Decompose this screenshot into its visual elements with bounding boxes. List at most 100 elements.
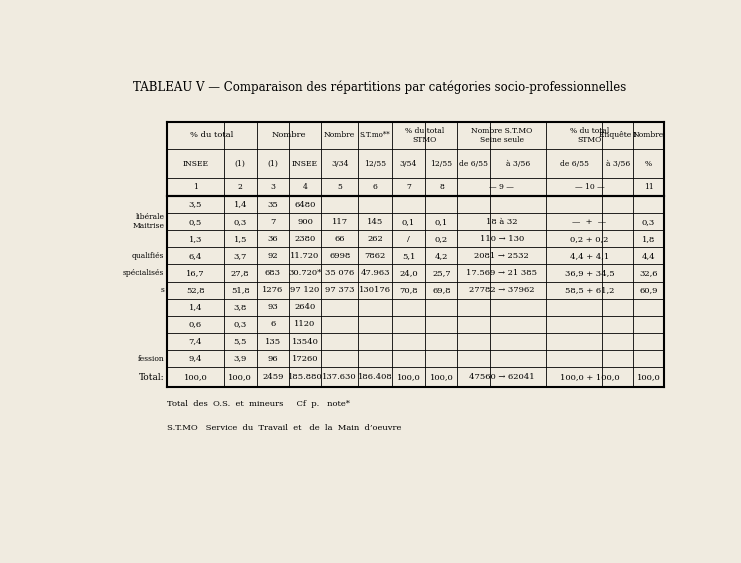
Text: 1,4: 1,4	[189, 303, 202, 311]
Text: 93: 93	[268, 303, 279, 311]
Text: 110 → 130: 110 → 130	[479, 235, 524, 243]
Text: 13540: 13540	[291, 338, 319, 346]
Text: 7,4: 7,4	[189, 338, 202, 346]
Text: 60,9: 60,9	[639, 286, 658, 294]
Text: à 3/56: à 3/56	[605, 160, 630, 168]
Text: Nombre: Nombre	[272, 132, 306, 140]
Text: 185.880: 185.880	[288, 373, 322, 381]
Text: fession: fession	[138, 355, 165, 363]
Text: 58,5 + 61,2: 58,5 + 61,2	[565, 286, 614, 294]
Text: Enquête I: Enquête I	[599, 132, 637, 140]
Text: Nombre: Nombre	[324, 132, 356, 140]
Text: 6: 6	[270, 320, 276, 328]
Text: à 3/56: à 3/56	[505, 160, 530, 168]
Text: 17.569 → 21 385: 17.569 → 21 385	[466, 269, 537, 277]
Text: Nombre S.T.MO
Seine seule: Nombre S.T.MO Seine seule	[471, 127, 532, 144]
Text: 3/54: 3/54	[400, 160, 417, 168]
Text: 0,3: 0,3	[233, 320, 247, 328]
Text: 17260: 17260	[292, 355, 318, 363]
Text: 0,3: 0,3	[233, 218, 247, 226]
Text: 27782 → 37962: 27782 → 37962	[469, 286, 534, 294]
Text: 92: 92	[268, 252, 278, 260]
Text: 32,6: 32,6	[639, 269, 658, 277]
Text: 1,5: 1,5	[233, 235, 247, 243]
Text: 9,4: 9,4	[189, 355, 202, 363]
Text: 900: 900	[297, 218, 313, 226]
Text: INSEE: INSEE	[292, 160, 318, 168]
Text: % du total: % du total	[190, 132, 233, 140]
Text: 3/34: 3/34	[331, 160, 348, 168]
Text: 1,3: 1,3	[189, 235, 202, 243]
Text: 96: 96	[268, 355, 278, 363]
Text: 3: 3	[270, 183, 276, 191]
Text: — 10 —: — 10 —	[575, 183, 605, 191]
Text: 100,0: 100,0	[396, 373, 420, 381]
Text: INSEE: INSEE	[182, 160, 208, 168]
Text: 35 076: 35 076	[325, 269, 354, 277]
Text: 52,8: 52,8	[186, 286, 205, 294]
Text: 100,0: 100,0	[184, 373, 207, 381]
Text: 0,3: 0,3	[642, 218, 655, 226]
Text: 70,8: 70,8	[399, 286, 418, 294]
Text: 262: 262	[367, 235, 383, 243]
Text: 1,4: 1,4	[233, 200, 247, 208]
Text: 3,9: 3,9	[233, 355, 247, 363]
Text: 100,0: 100,0	[430, 373, 453, 381]
Text: 130176: 130176	[359, 286, 391, 294]
Text: 3,8: 3,8	[233, 303, 247, 311]
Text: 145: 145	[367, 218, 383, 226]
Text: 24,0: 24,0	[399, 269, 418, 277]
Text: 5,1: 5,1	[402, 252, 415, 260]
Text: 1120: 1120	[294, 320, 316, 328]
Text: 0,5: 0,5	[189, 218, 202, 226]
Text: 5: 5	[337, 183, 342, 191]
Text: qualifiés: qualifiés	[132, 252, 165, 260]
Text: 100,0: 100,0	[228, 373, 252, 381]
Text: 6480: 6480	[294, 200, 316, 208]
Text: 135: 135	[265, 338, 281, 346]
Text: 2081 → 2532: 2081 → 2532	[474, 252, 529, 260]
Text: 7: 7	[270, 218, 276, 226]
Text: 0,2 + 0,2: 0,2 + 0,2	[571, 235, 609, 243]
Text: 4: 4	[302, 183, 308, 191]
Text: 7862: 7862	[365, 252, 385, 260]
Text: — 9 —: — 9 —	[489, 183, 514, 191]
Text: 36,9 + 34,5: 36,9 + 34,5	[565, 269, 614, 277]
Text: 0,6: 0,6	[189, 320, 202, 328]
Text: S.T.mo**: S.T.mo**	[359, 132, 391, 140]
Text: 30.720*: 30.720*	[288, 269, 322, 277]
Text: 35: 35	[268, 200, 279, 208]
Text: 4,4: 4,4	[642, 252, 655, 260]
Text: 0,2: 0,2	[435, 235, 448, 243]
Text: de 6/55: de 6/55	[459, 160, 488, 168]
Text: 69,8: 69,8	[432, 286, 451, 294]
Text: 97 373: 97 373	[325, 286, 354, 294]
Text: 2640: 2640	[294, 303, 316, 311]
Text: —  +  —: — + —	[573, 218, 607, 226]
Text: % du total
STMO: % du total STMO	[405, 127, 444, 144]
Text: 6,4: 6,4	[189, 252, 202, 260]
Text: 11: 11	[644, 183, 654, 191]
Text: 51,8: 51,8	[231, 286, 250, 294]
Text: S.T.MO   Service  du  Travail  et   de  la  Main  d’oeuvre: S.T.MO Service du Travail et de la Main …	[167, 424, 402, 432]
Text: 97 120: 97 120	[290, 286, 319, 294]
Text: 6: 6	[373, 183, 377, 191]
Text: 25,7: 25,7	[432, 269, 451, 277]
Text: 3,5: 3,5	[189, 200, 202, 208]
Text: TABLEAU V — Comparaison des répartitions par catégories socio-professionnelles: TABLEAU V — Comparaison des répartitions…	[133, 81, 626, 94]
Text: Nombre: Nombre	[633, 132, 664, 140]
Text: 1276: 1276	[262, 286, 284, 294]
Text: 12/55: 12/55	[431, 160, 453, 168]
Text: s: s	[161, 286, 165, 294]
Text: 100,0: 100,0	[637, 373, 660, 381]
Text: 1,8: 1,8	[642, 235, 655, 243]
Text: de 6/55: de 6/55	[559, 160, 588, 168]
Text: 100,0 + 100,0: 100,0 + 100,0	[559, 373, 619, 381]
Text: 2: 2	[238, 183, 243, 191]
Text: Total:: Total:	[139, 373, 165, 382]
Text: 27,8: 27,8	[231, 269, 250, 277]
Text: 4,4 + 4,1: 4,4 + 4,1	[570, 252, 609, 260]
Text: 5,5: 5,5	[233, 338, 247, 346]
Text: 47560 → 62041: 47560 → 62041	[469, 373, 534, 381]
Text: %: %	[645, 160, 652, 168]
